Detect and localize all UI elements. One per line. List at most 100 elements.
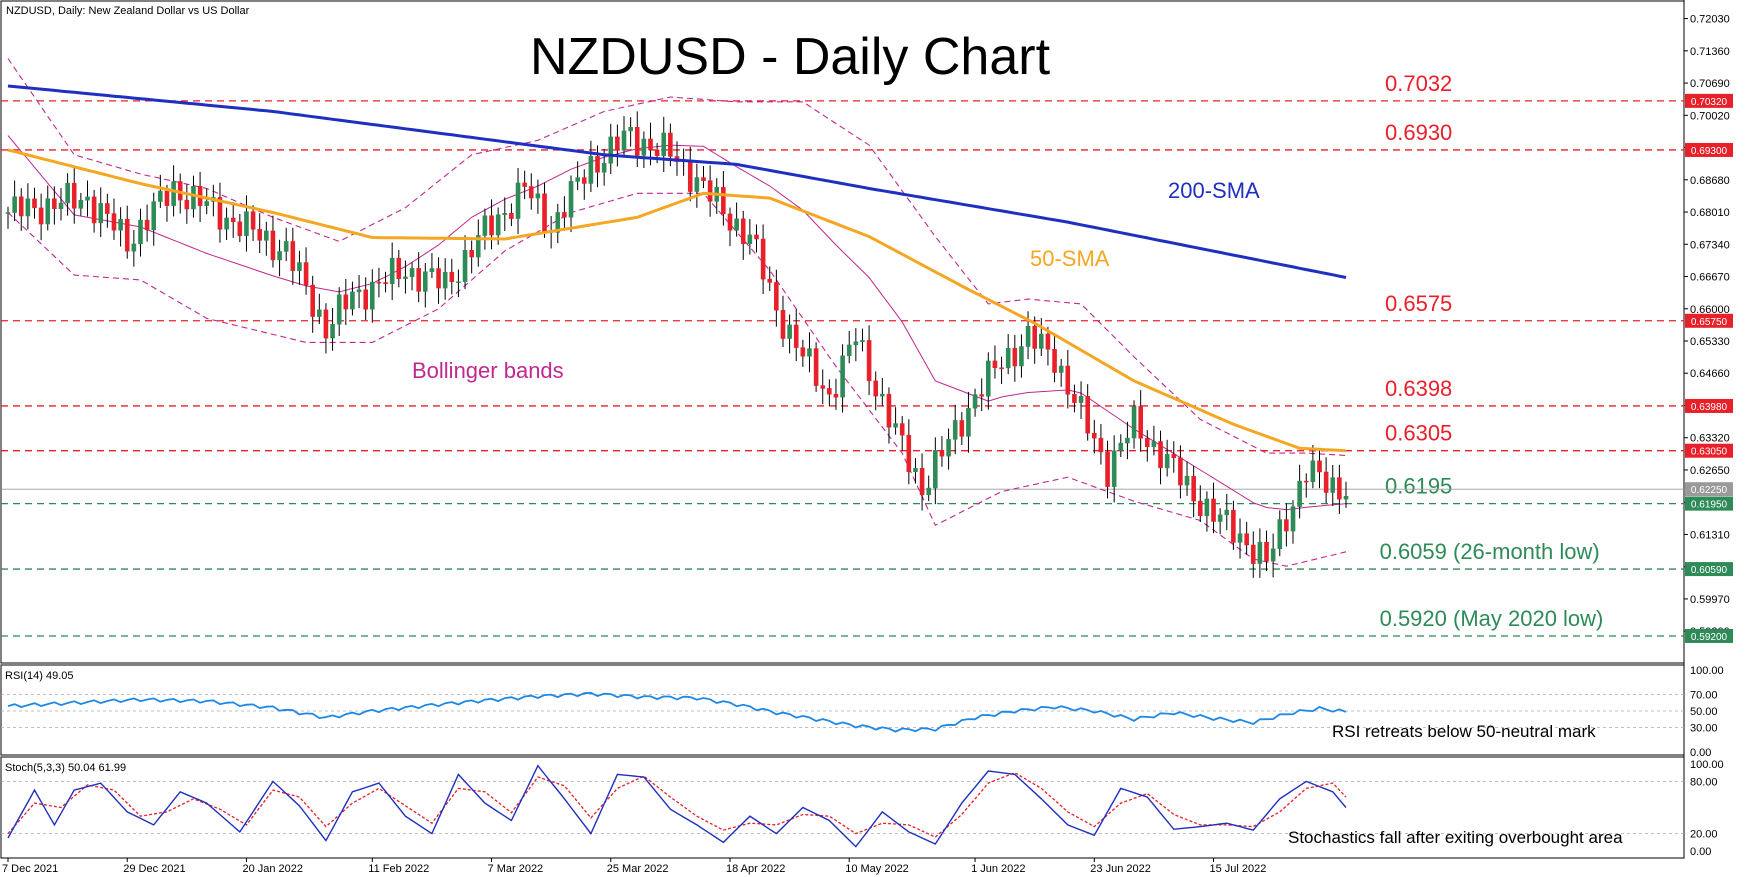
- date-tick-label: 23 Jun 2022: [1090, 863, 1151, 875]
- level-label: 0.6930: [1385, 120, 1452, 145]
- date-tick-label: 20 Jan 2022: [242, 863, 303, 875]
- sma200-label: 200-SMA: [1168, 178, 1260, 203]
- candle-body: [78, 200, 84, 209]
- candle-body: [1118, 442, 1124, 451]
- candle-body: [1270, 548, 1276, 562]
- candle-body: [687, 160, 693, 192]
- level-tag-text: 0.65750: [1691, 317, 1728, 328]
- candle-body: [111, 213, 117, 231]
- candle-body: [1151, 441, 1157, 448]
- candle-body: [873, 380, 879, 397]
- candle-body: [999, 367, 1004, 370]
- candle-body: [151, 201, 157, 231]
- level-tag-text: 0.70320: [1691, 97, 1728, 108]
- candle-body: [522, 182, 527, 187]
- stochastic-panel: 100.00 80.00 20.00 0.00: [1, 759, 1724, 858]
- candle-body: [939, 450, 945, 457]
- price-tick-label: 0.65330: [1690, 336, 1730, 348]
- stoch-main-line: [7, 764, 1347, 848]
- candle-body: [793, 324, 799, 348]
- candle-body: [1178, 457, 1183, 486]
- candle-body: [946, 439, 951, 457]
- candle-body: [813, 348, 819, 386]
- candle-body: [343, 294, 349, 310]
- candle-body: [1330, 477, 1336, 493]
- price-tick-label: 0.72030: [1690, 14, 1730, 26]
- price-tick-label: 0.66000: [1690, 304, 1730, 316]
- candle-body: [1184, 475, 1190, 486]
- candle-body: [144, 219, 150, 231]
- candle-body: [628, 127, 633, 132]
- candle-body: [913, 467, 918, 472]
- candle-body: [754, 234, 759, 240]
- candle-body: [1032, 325, 1037, 349]
- level-tag-text: 0.60590: [1691, 565, 1728, 576]
- candle-body: [204, 201, 210, 206]
- moving-averages: [7, 84, 1347, 453]
- price-tick-label: 0.70690: [1690, 78, 1730, 90]
- candle-body: [1085, 396, 1090, 434]
- candle-body: [1098, 437, 1104, 453]
- candle-body: [356, 289, 362, 293]
- candle-body: [575, 177, 580, 182]
- candle-body: [323, 309, 329, 339]
- candle-body: [336, 294, 342, 325]
- candle-body: [654, 149, 660, 156]
- candle-body: [919, 467, 925, 495]
- candle-body: [515, 182, 521, 219]
- candle-body: [800, 347, 806, 357]
- price-tick-label: 0.63320: [1690, 433, 1730, 445]
- candle-body: [1078, 396, 1084, 403]
- candle-body: [224, 217, 229, 230]
- candle-body: [164, 190, 170, 206]
- candle-body: [979, 394, 984, 397]
- date-tick-label: 29 Dec 2021: [123, 863, 185, 875]
- candle-body: [1231, 509, 1236, 543]
- candle-body: [661, 132, 667, 156]
- price-tick-label: 0.67340: [1690, 239, 1730, 251]
- candle-body: [495, 214, 501, 236]
- candle-body: [303, 262, 309, 286]
- candle-body: [555, 212, 561, 233]
- candle-body: [1158, 441, 1163, 469]
- candle-body: [32, 198, 37, 209]
- level-tag-text: 0.61950: [1691, 500, 1728, 511]
- candle-body: [1125, 437, 1130, 444]
- candle-body: [1277, 519, 1283, 550]
- level-tag: [1685, 628, 1733, 643]
- date-tick-label: 15 Jul 2022: [1210, 863, 1267, 875]
- candle-body: [1144, 438, 1150, 448]
- candle-body: [621, 130, 627, 151]
- price-tick-label: 0.71360: [1690, 46, 1730, 58]
- candle-body: [389, 257, 395, 285]
- candle-body: [462, 249, 468, 282]
- candle-body: [1005, 347, 1011, 369]
- candle-body: [217, 197, 223, 230]
- candle-body: [1171, 453, 1177, 459]
- candle-body: [475, 235, 481, 258]
- candle-body: [846, 344, 852, 356]
- candle-body: [807, 348, 812, 357]
- candle-body: [237, 221, 243, 237]
- candle-body: [1317, 460, 1322, 473]
- candle-body: [469, 249, 474, 258]
- price-axis: 0.720300.713600.706900.700200.693500.686…: [1684, 14, 1730, 638]
- candle-body: [330, 323, 335, 339]
- candle-body: [648, 138, 653, 151]
- candle-body: [992, 360, 998, 369]
- date-tick-label: 7 Mar 2022: [488, 863, 544, 875]
- candle-body: [91, 196, 97, 224]
- candle-body: [827, 388, 832, 395]
- candle-body: [747, 234, 753, 245]
- candle-body: [244, 211, 249, 237]
- sma200-line: [7, 84, 1347, 279]
- candle-body: [376, 281, 382, 284]
- candle-body: [535, 193, 541, 199]
- candle-body: [972, 394, 978, 409]
- candle-body: [1284, 519, 1289, 532]
- candle-body: [18, 196, 24, 217]
- candle-body: [528, 186, 534, 199]
- candle-body: [58, 202, 64, 210]
- candle-body: [959, 420, 965, 437]
- candle-body: [734, 218, 739, 231]
